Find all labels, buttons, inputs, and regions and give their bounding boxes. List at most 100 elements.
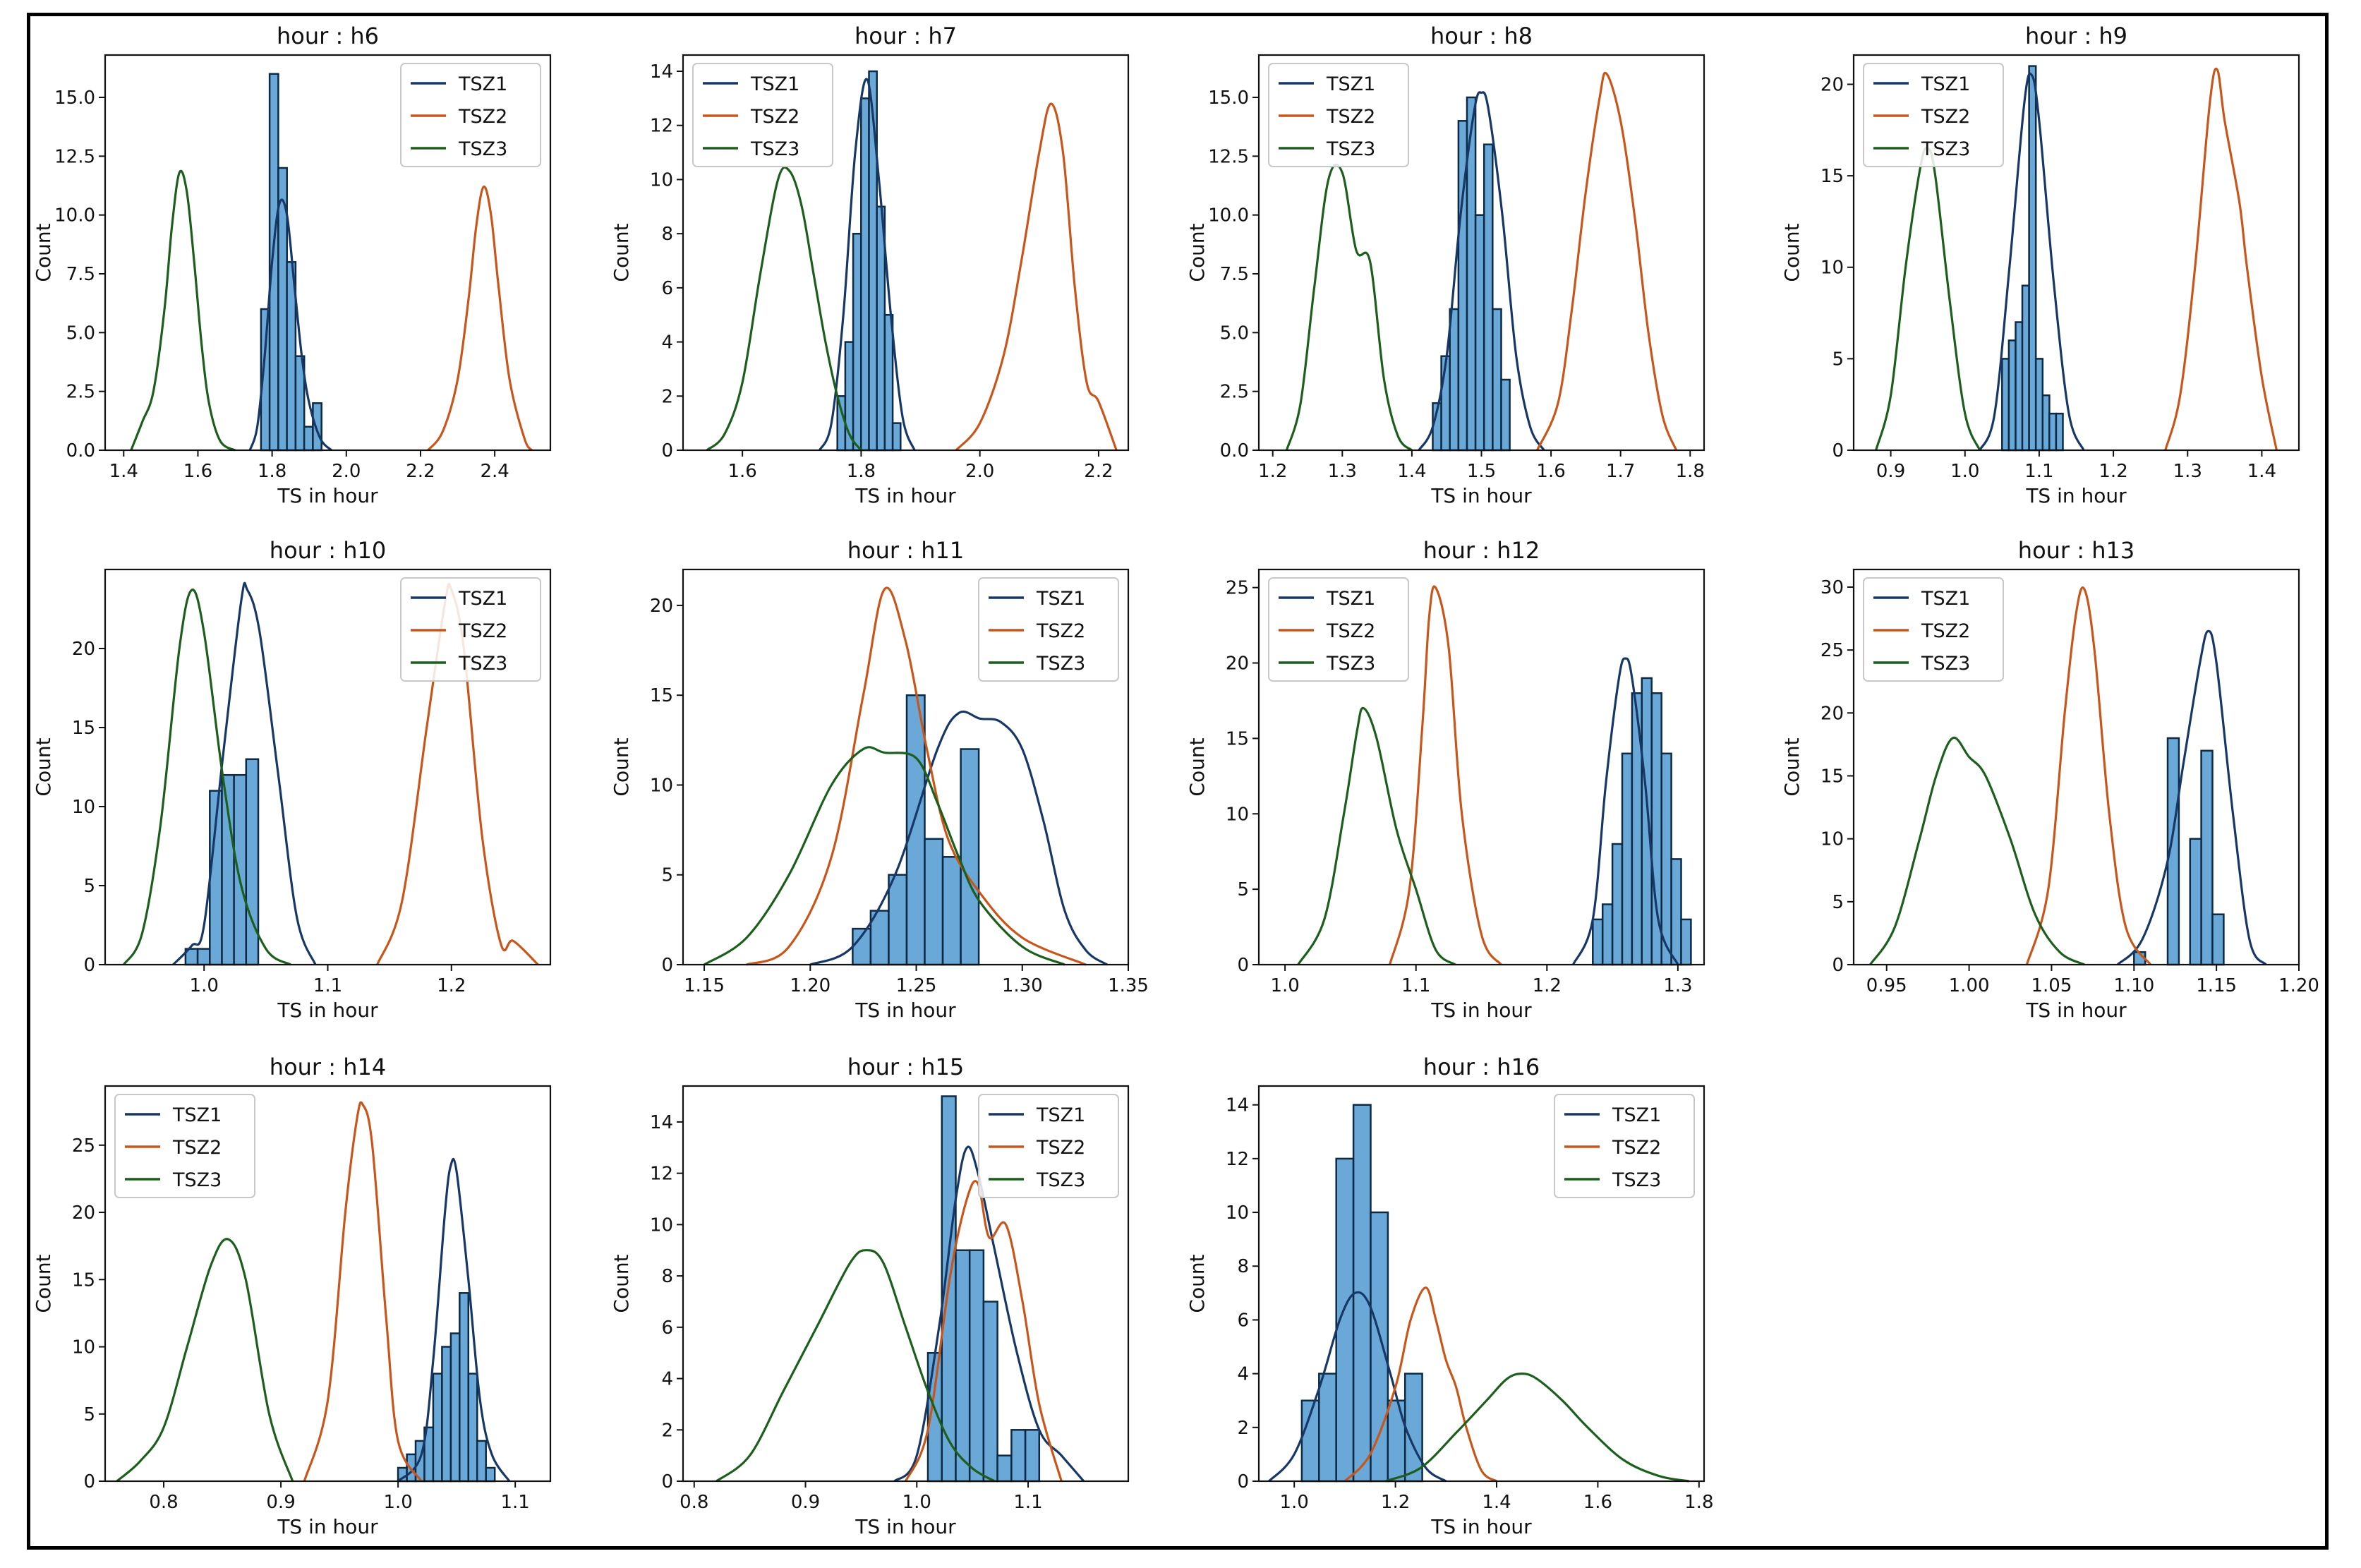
histogram-bar (312, 402, 322, 452)
histogram-bar (888, 874, 908, 966)
histogram-bar (1024, 1429, 1041, 1483)
y-axis-label: Count (1185, 223, 1209, 282)
chart-title: hour : h9 (2025, 23, 2127, 49)
chart-panel-hour-h10: hour : h10 1.0 1.1 1.2 0 5 10 15 20 TS in hour Cou… (32, 537, 552, 1022)
x-tick-label: 1.8 (847, 461, 876, 482)
histogram-bar (1611, 843, 1624, 966)
x-tick-label: 1.6 (183, 461, 212, 482)
histogram-bar (982, 1301, 998, 1483)
kde-curve-tsz1 (819, 78, 916, 451)
y-tick-label: 0 (661, 1471, 673, 1492)
legend-label-tsz2: TSZ2 (750, 106, 799, 128)
kde-curve-tsz3 (1297, 706, 1456, 966)
y-tick-label: 5.0 (1220, 322, 1249, 344)
x-axis-label: TS in hour (277, 1515, 378, 1538)
y-tick-label: 7.5 (66, 264, 95, 285)
plot-area-frame (682, 1085, 1130, 1483)
y-axis-label: Count (610, 223, 633, 282)
x-tick-label: 1.3 (1663, 975, 1692, 996)
y-tick-label: 2.5 (1220, 382, 1249, 403)
y-tick-label: 0 (83, 955, 95, 976)
kde-curve-tsz3 (130, 169, 236, 452)
y-axis-label: Count (32, 1254, 55, 1313)
x-tick-label: 1.1 (2024, 461, 2053, 482)
x-tick-label: 1.2 (437, 975, 466, 996)
histogram-bar (955, 1249, 971, 1483)
chart-title: hour : h7 (855, 23, 957, 49)
histogram-bar (883, 313, 894, 452)
histogram-bar (1500, 378, 1511, 452)
kde-curve-tsz2 (1389, 585, 1502, 966)
x-axis-label: TS in hour (277, 484, 378, 507)
y-tick-label: 20 (650, 596, 673, 617)
y-tick-label: 10 (72, 1337, 95, 1358)
x-axis-label: TS in hour (855, 1515, 956, 1538)
legend: TSZ1 TSZ2 TSZ3 (1863, 63, 2004, 167)
x-tick-label: 1.2 (1533, 975, 1562, 996)
legend-label-tsz1: TSZ1 (1326, 588, 1375, 610)
x-tick-label: 1.7 (1606, 461, 1635, 482)
plot-area-frame (1852, 54, 2300, 452)
histogram-bar (1660, 752, 1672, 966)
legend-label-tsz3: TSZ3 (1612, 1169, 1661, 1191)
y-tick-label: 30 (1820, 577, 1844, 598)
y-tick-label: 0 (83, 1471, 95, 1492)
chart-title: hour : h8 (1430, 23, 1533, 49)
chart-title: hour : h16 (1423, 1054, 1540, 1080)
kde-curve-tsz2 (905, 1180, 1063, 1482)
legend-label-tsz2: TSZ2 (1326, 620, 1375, 642)
histogram-bar (196, 948, 211, 966)
y-tick-label: 0.0 (1220, 440, 1249, 462)
histogram-bar (221, 773, 235, 966)
x-axis-label: TS in hour (1430, 484, 1532, 507)
histogram-bar (233, 773, 248, 966)
legend: TSZ1 TSZ2 TSZ3 (692, 63, 833, 167)
kde-curve-tsz2 (1343, 1286, 1497, 1483)
histogram-bar (1370, 1211, 1389, 1483)
legend-label-tsz3: TSZ3 (1921, 138, 1970, 160)
y-tick-label: 0 (1832, 440, 1844, 462)
x-tick-label: 1.2 (2099, 461, 2127, 482)
legend: TSZ1 TSZ2 TSZ3 (1268, 577, 1409, 682)
legend-box (1863, 63, 2004, 167)
legend-box (978, 577, 1119, 682)
y-tick-label: 5 (1237, 879, 1249, 900)
legend-box (1268, 577, 1409, 682)
histogram-bar (449, 1332, 461, 1483)
y-tick-label: 15 (72, 1270, 95, 1291)
x-tick-label: 1.3 (1328, 461, 1357, 482)
kde-curve-tsz1 (1268, 1291, 1447, 1483)
histogram-bar (467, 1373, 478, 1483)
kde-curve-tsz3 (122, 589, 291, 966)
legend-label-tsz1: TSZ1 (1036, 588, 1085, 610)
legend-label-tsz3: TSZ3 (1326, 138, 1375, 160)
x-tick-label: 0.9 (791, 1492, 820, 1513)
legend-box (114, 1094, 255, 1198)
y-tick-label: 20 (72, 1202, 95, 1224)
x-tick-label: 1.15 (2196, 975, 2237, 996)
chart-title: hour : h15 (847, 1054, 964, 1080)
x-tick-label: 1.4 (2247, 461, 2276, 482)
chart-title: hour : h10 (270, 537, 386, 564)
y-tick-label: 2 (661, 386, 673, 407)
legend-label-tsz2: TSZ2 (458, 106, 507, 128)
y-tick-label: 15.0 (1208, 88, 1249, 109)
kde-curve-tsz1 (1418, 91, 1545, 451)
legend-box (692, 63, 833, 167)
kde-curve-tsz2 (427, 186, 533, 452)
histogram-bar (1010, 1429, 1027, 1483)
plot-area-frame (1257, 1085, 1705, 1483)
legend-box (978, 1094, 1119, 1198)
y-tick-label: 6 (1237, 1310, 1249, 1331)
histogram-bar (268, 73, 279, 452)
x-tick-label: 1.8 (1676, 461, 1705, 482)
chart-panel-hour-h7: hour : h7 1.6 1.8 2.0 2.2 0 2 4 6 8 10 12 14 TS in ho… (610, 23, 1130, 507)
y-axis-label: Count (1780, 223, 1804, 282)
legend-label-tsz2: TSZ2 (1612, 1137, 1661, 1159)
y-tick-label: 2 (661, 1420, 673, 1441)
x-tick-label: 1.0 (383, 1492, 412, 1513)
x-tick-label: 1.20 (790, 975, 831, 996)
y-tick-label: 0 (661, 955, 673, 976)
x-tick-label: 1.5 (1467, 461, 1496, 482)
x-axis-label: TS in hour (2025, 484, 2127, 507)
